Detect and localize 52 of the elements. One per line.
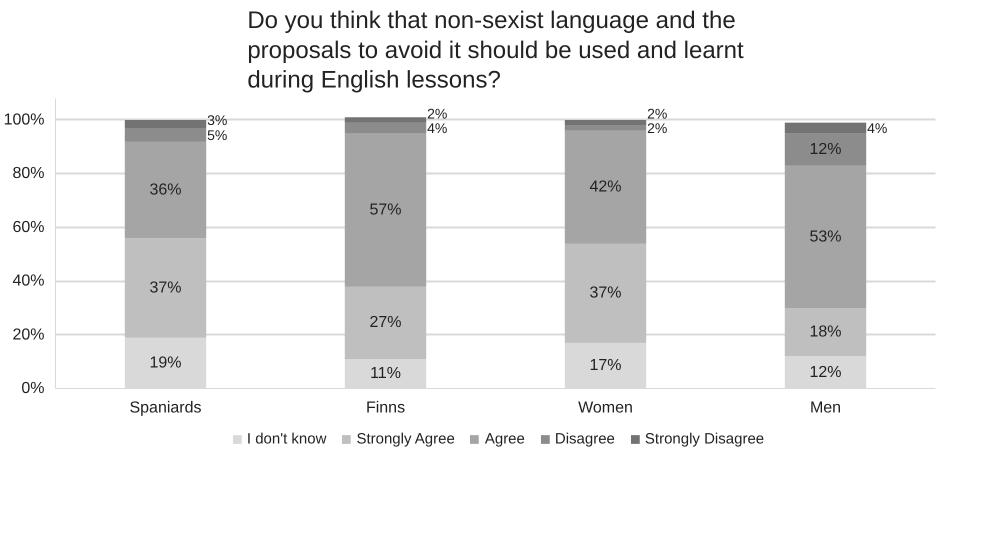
bar: [784, 308, 866, 356]
legend-label: Agree: [484, 430, 525, 448]
data-label: 57%: [369, 201, 402, 218]
bar: [784, 166, 866, 308]
y-tick-label: 0%: [21, 380, 44, 397]
y-tick-label: 100%: [4, 111, 44, 128]
bar: [124, 141, 206, 238]
y-tick-label: 40%: [12, 272, 45, 290]
y-tick-label: 80%: [12, 165, 45, 182]
data-label: 12%: [809, 364, 842, 381]
x-tick-label: Men: [810, 400, 842, 416]
data-label: 12%: [809, 141, 842, 158]
data-label: 27%: [369, 314, 402, 332]
chart-title: Do you think that non-sexist language and the proposals to avoid it should be used and learnt during English lessons?: [247, 7, 744, 94]
x-tick-label: Finns: [366, 400, 406, 416]
bar: [784, 133, 866, 166]
bar: [344, 286, 426, 359]
data-label: 4%: [427, 120, 448, 136]
bar: [344, 117, 426, 123]
data-label: 2%: [647, 120, 668, 136]
data-label: 4%: [867, 120, 888, 136]
data-label: 37%: [149, 279, 182, 296]
data-label: 3%: [207, 112, 228, 128]
data-label: 53%: [809, 228, 842, 246]
data-label: 11%: [370, 365, 401, 382]
bar: [564, 244, 646, 343]
legend-label: I don't know: [246, 430, 326, 448]
bar: [784, 122, 866, 134]
data-label: 5%: [207, 126, 228, 143]
bar: [564, 120, 646, 126]
legend-label: Disagree: [554, 430, 615, 448]
bar: [124, 120, 206, 128]
y-tick-label: 20%: [12, 326, 45, 344]
bar: [124, 128, 206, 142]
data-label: 37%: [589, 284, 622, 302]
bar: [344, 122, 426, 134]
data-label: 42%: [589, 178, 622, 196]
bar: [124, 238, 206, 338]
data-label: 36%: [149, 181, 182, 198]
legend-label: Strongly Agree: [356, 430, 455, 448]
data-label: 2%: [427, 105, 448, 122]
y-tick-label: 60%: [12, 218, 45, 236]
x-tick-label: Women: [578, 400, 633, 416]
data-label: 19%: [149, 354, 182, 372]
bar: [564, 125, 646, 131]
data-label: 18%: [809, 324, 842, 341]
bar: [564, 130, 646, 244]
data-label: 17%: [589, 357, 622, 374]
legend-label: Strongly Disagree: [644, 430, 764, 448]
x-tick-label: Spaniards: [129, 400, 202, 416]
bar: [344, 133, 426, 286]
data-label: 2%: [647, 105, 668, 122]
